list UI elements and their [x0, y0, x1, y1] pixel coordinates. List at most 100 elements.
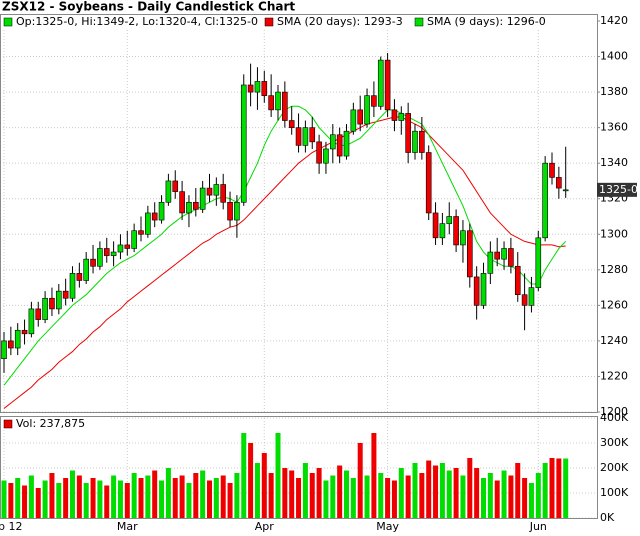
candle-body: [460, 230, 466, 246]
legend-label: Vol: 237,875: [16, 417, 85, 430]
volume-bar: [172, 478, 178, 518]
legend-label: SMA (20 days): 1293-3: [277, 15, 403, 28]
candle-body: [49, 297, 55, 310]
candle-body: [124, 244, 131, 249]
volume-bar: [42, 480, 48, 518]
candle-body: [117, 244, 124, 253]
candle-body: [268, 95, 274, 111]
volume-bar: [186, 483, 192, 518]
volume-bar: [439, 463, 445, 518]
volume-bar: [8, 483, 14, 518]
candle-body: [275, 91, 281, 111]
y-tick-label: 1420: [600, 14, 628, 27]
candle-body: [90, 258, 96, 267]
candle-body: [213, 184, 220, 196]
candle-body: [466, 230, 473, 278]
volume-bar: [481, 478, 486, 518]
volume-bar: [364, 475, 370, 518]
volume-bar: [302, 463, 308, 518]
candle-body: [309, 127, 316, 143]
candle-body: [69, 273, 76, 299]
candle-body: [419, 130, 425, 153]
candle-body: [1, 340, 7, 359]
candle-body: [247, 84, 254, 93]
y-tick-label: 1240: [600, 334, 628, 347]
legend-bg: [1, 15, 597, 29]
y-tick-label: 400K: [600, 411, 629, 424]
volume-bar: [152, 470, 158, 518]
candle-body: [535, 237, 542, 288]
volume-bar: [501, 470, 507, 518]
candle-body: [55, 290, 62, 310]
candle-body: [487, 251, 494, 274]
x-tick-label: May: [376, 520, 399, 533]
candle-body: [371, 95, 377, 107]
candle-body: [97, 248, 103, 267]
volume-bar: [131, 473, 137, 518]
volume-bar: [248, 443, 254, 518]
candle-body: [282, 91, 288, 121]
candle-body: [288, 120, 295, 128]
volume-bar: [145, 475, 151, 518]
price-panel: [0, 14, 598, 413]
volume-bar: [371, 433, 377, 518]
volume-bar: [70, 470, 75, 518]
volume-bar: [296, 478, 302, 518]
volume-bar: [563, 458, 569, 518]
x-tick-label: Apr: [255, 520, 275, 533]
volume-bar: [426, 460, 432, 518]
volume-bar: [494, 480, 500, 518]
volume-bar: [22, 485, 28, 518]
candle-body: [336, 134, 343, 157]
volume-bar: [412, 463, 418, 518]
candle-body: [158, 201, 165, 221]
volume-bar: [378, 473, 384, 518]
candle-body: [145, 212, 151, 235]
y-tick-label: 100K: [600, 486, 629, 499]
volume-plot: [1, 417, 597, 518]
volume-bar: [398, 468, 404, 518]
volume-bar: [90, 478, 96, 518]
candle-body: [494, 251, 501, 260]
candle-body: [83, 258, 89, 281]
x-tick-label: Jun: [529, 520, 547, 533]
candle-body: [357, 109, 364, 125]
volume-bar: [220, 475, 226, 518]
legend-swatch: [3, 17, 13, 27]
candle-body: [227, 201, 233, 221]
candle-body: [316, 141, 322, 164]
volume-bar: [515, 463, 521, 518]
volume-bar: [213, 478, 219, 518]
candle-body: [350, 109, 357, 132]
volume-bar: [357, 443, 363, 518]
volume-bar: [83, 483, 89, 518]
volume-bar: [467, 458, 473, 518]
y-tick-label: 200K: [600, 461, 629, 474]
volume-bar: [446, 470, 452, 518]
candle-body: [138, 230, 144, 235]
candle-body: [446, 216, 453, 224]
candle-body: [556, 177, 562, 189]
volume-bar: [207, 480, 212, 518]
candle-body: [206, 187, 213, 196]
volume-bar: [344, 470, 349, 518]
candle-body: [473, 276, 480, 306]
y-tick-label: 1220: [600, 369, 628, 382]
volume-bar: [433, 465, 439, 518]
volume-bar: [241, 433, 247, 518]
y-tick-label: 1400: [600, 50, 628, 63]
legend-label: SMA (9 days): 1296-0: [427, 15, 546, 28]
volume-bar: [474, 468, 480, 518]
volume-bar: [556, 458, 562, 518]
volume-bar: [385, 478, 391, 518]
volume-bar: [234, 473, 240, 518]
candle-body: [35, 308, 42, 320]
candle-body: [179, 191, 185, 214]
chart-title: ZSX12 - Soybeans - Daily Candlestick Cha…: [2, 0, 295, 14]
volume-bar: [97, 480, 103, 518]
volume-bar: [117, 480, 123, 518]
volume-bar: [159, 480, 165, 518]
candle-body: [343, 130, 350, 157]
volume-bar: [282, 468, 288, 518]
